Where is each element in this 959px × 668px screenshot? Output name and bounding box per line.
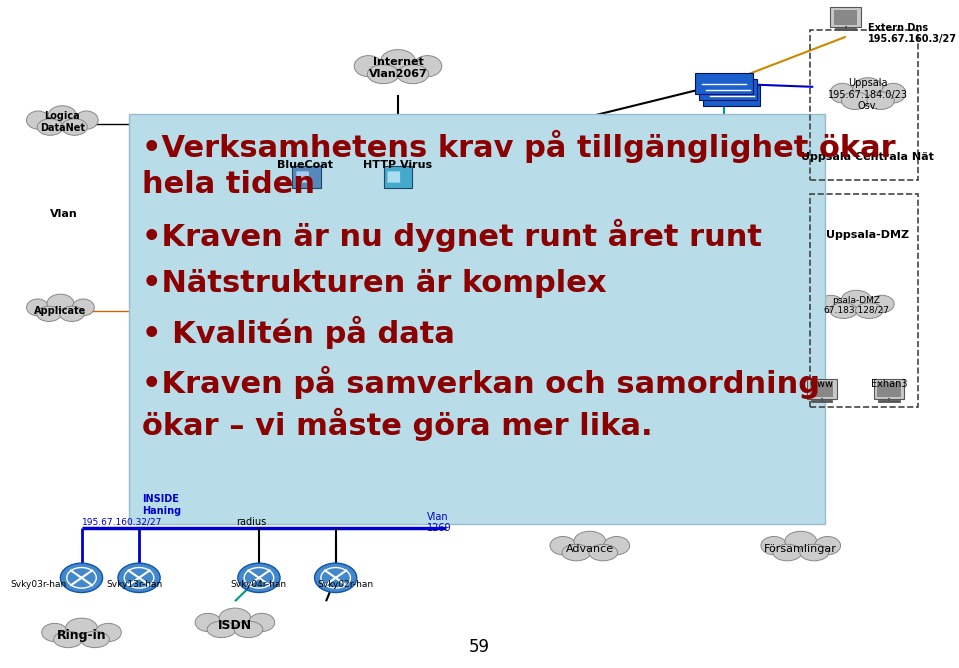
Ellipse shape [381, 49, 415, 73]
Text: Applicate: Applicate [35, 306, 86, 315]
Text: ISDN: ISDN [218, 619, 252, 633]
Ellipse shape [196, 613, 222, 631]
Ellipse shape [27, 299, 49, 316]
FancyBboxPatch shape [384, 166, 412, 188]
Text: Vlan
1269: Vlan 1269 [427, 512, 452, 533]
Ellipse shape [207, 621, 236, 638]
FancyBboxPatch shape [703, 85, 760, 106]
Ellipse shape [589, 544, 618, 561]
Ellipse shape [367, 65, 399, 84]
Ellipse shape [397, 65, 429, 84]
Text: www: www [809, 379, 834, 389]
Ellipse shape [249, 613, 275, 631]
Ellipse shape [855, 303, 883, 319]
Bar [810, 30, 918, 180]
Text: Svky03r-han: Svky03r-han [11, 580, 66, 589]
Text: Svky02r-han: Svky02r-han [317, 580, 373, 589]
Ellipse shape [819, 295, 843, 313]
FancyBboxPatch shape [877, 382, 901, 397]
Text: INSIDE
Haning: INSIDE Haning [142, 494, 181, 516]
Ellipse shape [413, 55, 442, 77]
Ellipse shape [867, 92, 895, 110]
Ellipse shape [550, 536, 575, 554]
Circle shape [118, 563, 160, 593]
Text: ökar – vi måste göra mer lika.: ökar – vi måste göra mer lika. [142, 407, 652, 441]
Text: Ring-in: Ring-in [57, 629, 106, 643]
FancyBboxPatch shape [695, 73, 753, 94]
Text: Församlingar: Församlingar [764, 544, 837, 554]
Ellipse shape [604, 536, 630, 554]
Text: • Kvalitén på data: • Kvalitén på data [142, 316, 455, 349]
Ellipse shape [562, 544, 591, 561]
Ellipse shape [61, 119, 87, 136]
Text: Svky13r-han: Svky13r-han [106, 580, 162, 589]
Ellipse shape [853, 77, 883, 100]
Ellipse shape [59, 306, 84, 321]
FancyBboxPatch shape [387, 172, 400, 182]
Text: hela tiden: hela tiden [142, 170, 315, 199]
Ellipse shape [36, 306, 61, 321]
FancyBboxPatch shape [292, 166, 321, 188]
Text: Uppsala-DMZ: Uppsala-DMZ [827, 230, 909, 240]
Text: HTTP Virus: HTTP Virus [363, 160, 433, 170]
FancyBboxPatch shape [830, 7, 861, 27]
Ellipse shape [784, 531, 816, 551]
Circle shape [60, 563, 103, 593]
Text: Uppsala Centrala Nät: Uppsala Centrala Nät [802, 152, 934, 162]
Ellipse shape [800, 544, 829, 561]
Ellipse shape [234, 621, 263, 638]
Ellipse shape [48, 106, 77, 126]
FancyBboxPatch shape [699, 79, 757, 100]
Ellipse shape [27, 111, 50, 129]
Ellipse shape [814, 536, 840, 554]
Text: •Nätstrukturen är komplex: •Nätstrukturen är komplex [142, 269, 606, 297]
Ellipse shape [870, 295, 894, 313]
Ellipse shape [96, 623, 122, 641]
Ellipse shape [47, 294, 74, 313]
Text: Vlan: Vlan [50, 209, 78, 218]
Ellipse shape [54, 631, 82, 648]
Text: 195.67.160.32/27: 195.67.160.32/27 [82, 518, 162, 527]
Ellipse shape [881, 84, 905, 103]
Ellipse shape [841, 92, 869, 110]
Text: Internet
Vlan2067: Internet Vlan2067 [368, 57, 428, 79]
Text: radius: radius [236, 518, 267, 527]
Circle shape [315, 563, 357, 593]
Circle shape [238, 563, 280, 593]
FancyBboxPatch shape [810, 382, 833, 397]
Ellipse shape [42, 623, 67, 641]
Text: Extern Dns
195.67.160.3/27: Extern Dns 195.67.160.3/27 [868, 23, 957, 44]
Ellipse shape [830, 303, 857, 319]
Ellipse shape [81, 631, 109, 648]
Ellipse shape [773, 544, 802, 561]
Text: Advance: Advance [566, 544, 614, 554]
Ellipse shape [841, 291, 872, 309]
Text: Uppsala
195.67.184.0/23
Osv.: Uppsala 195.67.184.0/23 Osv. [828, 78, 908, 112]
FancyBboxPatch shape [834, 10, 857, 25]
Text: •Kraven är nu dygnet runt året runt: •Kraven är nu dygnet runt året runt [142, 219, 762, 253]
Text: •Verksamhetens krav på tillgänglighet ökar: •Verksamhetens krav på tillgänglighet ök… [142, 130, 896, 164]
Ellipse shape [65, 618, 98, 638]
Ellipse shape [830, 84, 854, 103]
Ellipse shape [72, 299, 94, 316]
Text: Svky04r-han: Svky04r-han [231, 580, 287, 589]
Text: BlueCoat: BlueCoat [277, 160, 333, 170]
Ellipse shape [37, 119, 63, 136]
Ellipse shape [760, 536, 786, 554]
FancyBboxPatch shape [874, 379, 904, 399]
FancyBboxPatch shape [296, 172, 309, 182]
Bar [810, 194, 918, 407]
Text: 59: 59 [469, 638, 490, 656]
Ellipse shape [219, 608, 251, 628]
FancyBboxPatch shape [807, 379, 837, 399]
Ellipse shape [573, 531, 606, 551]
Text: Exhan3: Exhan3 [871, 379, 907, 389]
Ellipse shape [75, 111, 98, 129]
FancyBboxPatch shape [129, 114, 825, 524]
Text: •Kraven på samverkan och samordning: •Kraven på samverkan och samordning [142, 366, 820, 399]
Text: psala-DMZ
67.183.128/27: psala-DMZ 67.183.128/27 [824, 295, 889, 315]
Text: Logica
DataNet: Logica DataNet [40, 112, 84, 133]
Ellipse shape [354, 55, 383, 77]
